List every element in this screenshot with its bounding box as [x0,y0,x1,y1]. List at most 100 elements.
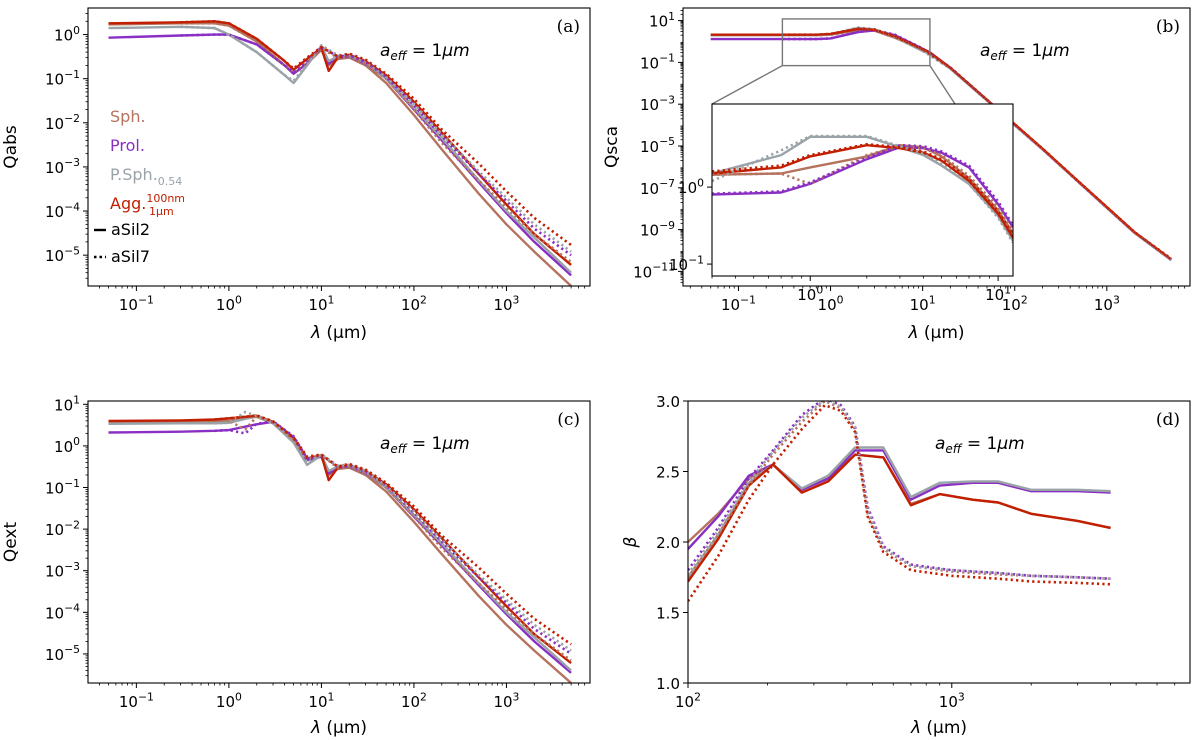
x-tick-label: 101 [308,690,334,711]
x-tick-label: 100 [797,283,823,304]
y-tick-label: 10−3 [45,156,80,177]
inset-background [712,104,1013,276]
x-tick-label: 10−1 [119,293,154,314]
series-line-p-sph-asil7 [712,134,1013,244]
series-line-sph-asil7 [180,22,572,264]
annotation-aeff: aeff = 1μm [935,434,1025,456]
zoom-connector-left [711,65,783,105]
legend-entry-psph: P.Sph.0.54 [110,165,182,188]
y-tick-label: 10−5 [45,244,80,265]
legend-entry-prol: Prol. [110,136,145,155]
axes-frame-a [87,7,591,287]
series-line-prol-asil2 [688,449,1111,550]
y-tick-label: 10−5 [45,643,80,664]
panel-label: (b) [1156,17,1180,37]
series-line-sph-asil7 [214,415,572,662]
y-tick-label: 10−7 [640,177,675,198]
panel-label: (c) [557,410,580,430]
legend-entry-agg: Agg.100nm 1μm [110,192,185,218]
y-tick-label: 101 [54,394,80,415]
x-tick-label: 100 [818,293,844,314]
series-line-prol-asil7 [712,143,1013,226]
y-tick-label: 10−1 [640,52,675,73]
x-tick-label: 103 [493,690,519,711]
y-tick-label: 1.0 [656,675,680,693]
y-tick-label: 10−5 [640,135,675,156]
series-group-c [108,410,572,683]
y-tick-label: 10−4 [45,200,80,221]
y-tick-label: 1.5 [656,605,680,623]
y-axis-label: Qsca [602,126,622,168]
series-line-p-sph-asil2 [108,414,572,672]
series-line-sph-asil2 [712,144,1013,235]
series-group-d [688,401,1111,602]
axes-frame-c [87,400,591,684]
panel-c: 10−1 100 101 102 103 101 100 10−1 10−2 10−3 10−4 10… [1,394,591,738]
x-axis-label: λ (μm) [310,323,367,343]
y-tick-label: 10−2 [45,518,80,539]
inset-axes: 100 101 100 10−1 [669,103,1014,304]
series-group-b-inset [712,134,1013,244]
y-tick-label: 10−3 [45,560,80,581]
y-tick-label: 10−4 [45,602,80,623]
annotation-aeff: aeff = 1μm [380,41,470,63]
series-line-agg-asil2 [108,414,572,665]
x-tick-label: 103 [493,293,519,314]
y-tick-label: 2.5 [656,464,680,482]
y-tick-label: 10−1 [669,253,704,274]
y-axis-label: β [621,536,641,548]
zoom-box [781,18,931,67]
series-line-sph-asil2 [688,453,1111,543]
x-tick-label: 102 [401,690,427,711]
series-group-a [108,20,572,286]
y-tick-label: 3.0 [656,393,680,411]
x-tick-label: 100 [216,293,242,314]
series-line-p-sph-asil7 [214,410,572,652]
y-tick-label: 10−1 [45,477,80,498]
series-line-agg-asil7 [688,403,1111,602]
x-axis-label: λ (μm) [310,718,367,738]
series-line-prol-asil2 [108,420,572,674]
y-tick-label: 2.0 [656,534,680,552]
series-line-p-sph-asil2 [688,446,1111,578]
legend-entry-sph: Sph. [110,107,146,126]
series-line-agg-asil2 [688,453,1111,583]
x-tick-label: 102 [675,690,701,711]
x-tick-label: 101 [985,283,1011,304]
x-axis-label: λ (μm) [910,718,967,738]
panel-d: 102 103 1.0 1.5 2.0 2.5 3.0 (d) aeff = 1μm λ (μm)… [621,393,1191,738]
series-line-sph-asil2 [108,22,572,286]
series-line-prol-asil2 [108,33,572,277]
x-tick-label: 100 [216,690,242,711]
panel-label: (d) [1156,410,1180,430]
series-line-agg-asil7 [214,414,572,646]
y-tick-label: 101 [649,10,675,31]
legend: Sph. Prol. P.Sph.0.54 Agg.100nm 1μm aSil2 aSil… [94,107,185,266]
series-line-prol-asil7 [688,401,1111,580]
y-axis-label: Qext [1,522,21,563]
y-tick-label: 100 [678,176,704,197]
zoom-connector-right [929,65,956,105]
series-line-p-sph-asil7 [180,25,572,253]
y-tick-label: 10−11 [633,261,675,282]
x-tick-label: 10−1 [721,293,756,314]
series-line-p-sph-asil7 [688,401,1111,580]
panel-b: 10−1 100 101 102 10310110−110−310−510−710−91… [602,7,1191,343]
series-line-prol-asil7 [214,420,572,655]
x-tick-label: 103 [939,690,965,711]
panel-label: (a) [557,17,580,37]
x-tick-label: 10−1 [119,690,154,711]
series-line-prol-asil2 [712,146,1013,228]
series-line-sph-asil2 [108,415,572,683]
y-tick-label: 100 [54,435,80,456]
axes-frame-b-inset [711,103,1014,277]
x-tick-label: 102 [1002,293,1028,314]
y-tick-label: 100 [54,24,80,45]
x-axis-label: λ (μm) [907,323,964,343]
y-tick-label: 10−2 [45,112,80,133]
y-axis-label: Qabs [1,125,21,169]
x-tick-label: 101 [910,293,936,314]
x-tick-label: 101 [308,293,334,314]
series-line-p-sph-asil2 [108,25,572,274]
